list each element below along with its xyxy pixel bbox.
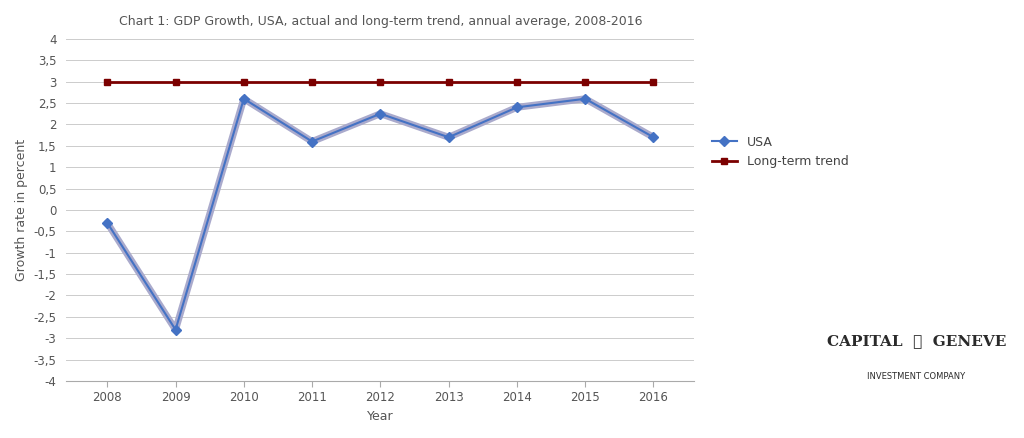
X-axis label: Year: Year	[367, 410, 393, 423]
Title: Chart 1: GDP Growth, USA, actual and long-term trend, annual average, 2008-2016: Chart 1: GDP Growth, USA, actual and lon…	[119, 15, 642, 28]
Text: CAPITAL  ❧  GENEVE: CAPITAL ❧ GENEVE	[826, 335, 1007, 349]
Legend: USA, Long-term trend: USA, Long-term trend	[707, 131, 854, 173]
Text: INVESTMENT COMPANY: INVESTMENT COMPANY	[867, 372, 966, 381]
Y-axis label: Growth rate in percent: Growth rate in percent	[15, 139, 28, 281]
